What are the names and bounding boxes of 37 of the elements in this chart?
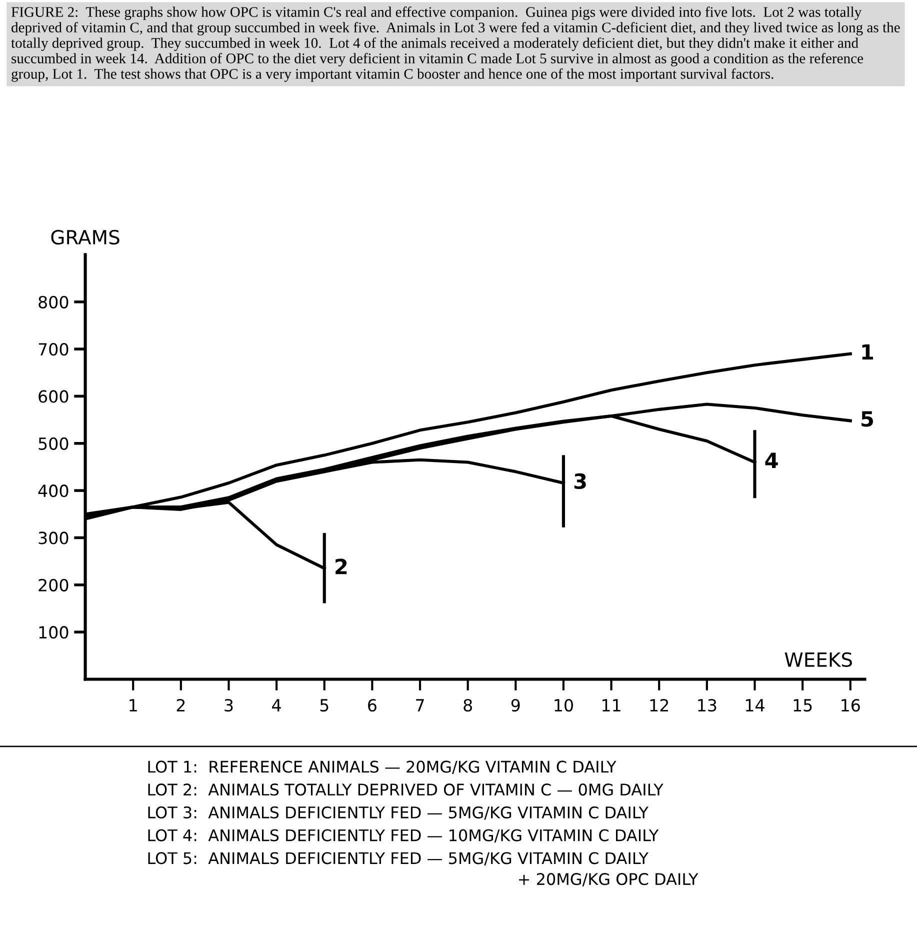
y-axis-title: GRAMS (51, 230, 120, 245)
y-tick-label: 700 (38, 343, 68, 356)
x-tick-label: 5 (320, 699, 328, 712)
text: LOT 5: ANIMALS DEFICIENTLY FED — 5MG/KG VITAMIN C DAILY + 20MG/KG OPC DAILY (148, 852, 698, 886)
x-tick-label: 9 (511, 698, 520, 712)
chart-title: FIGURE 2: These graphs show how OPC is vitamin C's real and effective companion. Guinea pigs were divided into five lots. Lot 2 was totally deprived of vitamin C, and that group succumbed in week five. Animals in Lot 3 were fed a vitamin C-deficient diet, and they lived twice as long as the totally deprived group. They succumbed in week 10. Lot 4 of the animals received a moderately deficient diet, but they didn't make it either and succumbed in week 14. Addition of OPC to the diet very deficient in vitamin C made Lot 5 survive in almost as good a condition as the reference group, Lot 1. The test shows that OPC is a very important vitamin C booster and hence one of the most important survival factors. (11, 6, 900, 82)
x-tick-label: 7 (416, 699, 424, 712)
text: LOT 3: ANIMALS DEFICIENTLY FED — 5MG/KG VITAMIN C DAILY (148, 806, 648, 820)
x-tick-label: 16 (842, 698, 860, 712)
series-label: 4 (765, 452, 778, 468)
y-tick-label: 100 (39, 626, 68, 639)
x-tick-label: 15 (794, 699, 812, 712)
x-tick-label: 8 (464, 698, 472, 712)
text: LOT 1: REFERENCE ANIMALS — 20MG/KG VITAMIN C DAILY (148, 760, 616, 774)
x-tick-label: 2 (176, 698, 185, 712)
y-tick-label: 500 (38, 437, 68, 450)
text: LOT 4: ANIMALS DEFICIENTLY FED — 10MG/KG VITAMIN C DAILY (148, 829, 659, 843)
series-label: 1 (862, 344, 874, 360)
text: LOT 2: ANIMALS TOTALLY DEPRIVED OF VITAMIN C — 0MG DAILY (148, 784, 664, 796)
series-label: 3 (574, 473, 586, 490)
x-tick-label: 1 (130, 699, 137, 712)
y-tick-label: 600 (38, 390, 68, 403)
y-tick-label: 300 (38, 532, 68, 544)
x-tick-label: 10 (554, 698, 573, 712)
x-tick-label: 11 (602, 699, 620, 712)
x-tick-label: 3 (224, 698, 233, 712)
y-tick-label: 400 (38, 484, 68, 498)
y-tick-label: 800 (38, 296, 68, 308)
series-label: 5 (862, 411, 873, 427)
x-tick-label: 14 (746, 699, 764, 712)
series-label: 2 (336, 558, 347, 574)
x-tick-label: 6 (368, 698, 376, 712)
x-tick-label: 13 (698, 698, 716, 712)
x-axis-title: WEEKS (784, 652, 852, 667)
y-tick-label: 200 (38, 578, 68, 592)
x-tick-label: 12 (650, 698, 668, 712)
x-tick-label: 4 (272, 699, 281, 712)
